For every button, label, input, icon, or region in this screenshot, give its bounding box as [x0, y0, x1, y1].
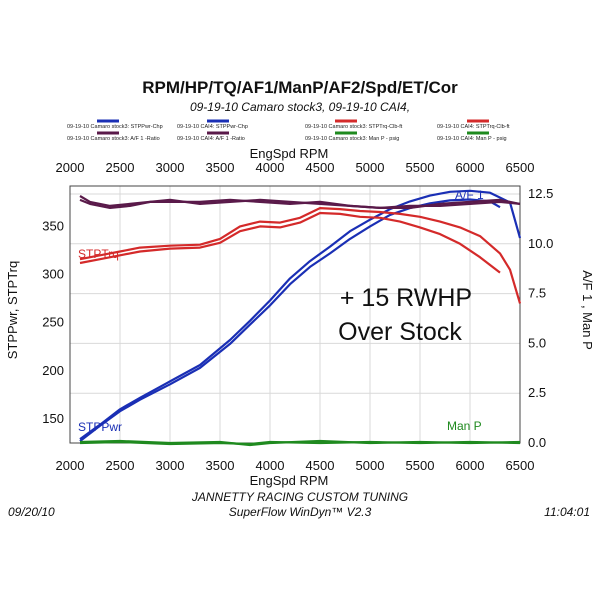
x-tick-label-top: 6000	[456, 160, 485, 175]
x-tick-label-bottom: 6500	[506, 458, 535, 473]
x-tick-label-bottom: 4500	[306, 458, 335, 473]
curve-labels: STPPwr STPTrq A/F 1 Man P	[78, 188, 484, 434]
series-line	[79, 440, 521, 446]
y-tick-label-left: 250	[42, 315, 64, 330]
footer-company: JANNETTY RACING CUSTOM TUNING	[191, 490, 409, 504]
x-tick-label-top: 2500	[106, 160, 135, 175]
x-axis-label-bottom: EngSpd RPM	[250, 473, 329, 488]
x-tick-label-top: 5500	[406, 160, 435, 175]
y-tick-label-left: 300	[42, 267, 64, 282]
legend-item: 09-19-10 CAI4: A/F 1 -Ratio	[177, 136, 245, 142]
curve-label-stppwr: STPPwr	[78, 420, 122, 434]
x-tick-label-top: 3000	[156, 160, 185, 175]
footer-software: SuperFlow WinDyn™ V2.3	[228, 505, 372, 519]
x-tick-label-top: 4500	[306, 160, 335, 175]
annotation-line-1: + 15 RWHP	[340, 284, 472, 312]
y-tick-label-right: 2.5	[528, 385, 546, 400]
x-tick-label-bottom: 2500	[106, 458, 135, 473]
y-tick-label-right: 10.0	[528, 236, 553, 251]
x-tick-label-bottom: 4000	[256, 458, 285, 473]
series-line	[79, 189, 522, 440]
x-tick-label-bottom: 5000	[356, 458, 385, 473]
series-line	[79, 198, 501, 442]
annotation-line-2: Over Stock	[338, 318, 462, 346]
y-tick-label-left: 350	[42, 218, 64, 233]
y-tick-label-right: 7.5	[528, 286, 546, 301]
legend-item: 09-19-10 Camaro stock3: STPPwr-Chp	[67, 124, 163, 130]
legend-item: 09-19-10 CAI4: STPPwr-Chp	[177, 124, 248, 130]
y-tick-label-right: 12.5	[528, 186, 553, 201]
footer-time: 11:04:01	[544, 505, 590, 519]
y-tick-label-right: 0.0	[528, 435, 546, 450]
chart-subtitle: 09-19-10 Camaro stock3, 09-19-10 CAI4,	[189, 100, 411, 114]
chart-title: RPM/HP/TQ/AF1/ManP/AF2/Spd/ET/Cor	[142, 78, 458, 97]
x-tick-label-top: 3500	[206, 160, 235, 175]
axes: 2000 2000 2500 2500 3000 3000 3500 3500 4000 4000…	[42, 160, 553, 473]
x-tick-label-top: 2000	[56, 160, 85, 175]
series-line	[79, 211, 501, 274]
legend-item: 09-19-10 Camaro stock3: Man P - psig	[305, 136, 399, 142]
series-line	[79, 198, 521, 209]
legend-item: 09-19-10 CAI4: Man P - psig	[437, 136, 507, 142]
legend: 09-19-10 Camaro stock3: STPPwr-Chp 09-19-…	[67, 119, 510, 142]
legend-item: 09-19-10 Camaro stock3: A/F 1 -Ratio	[67, 136, 160, 142]
x-tick-label-bottom: 2000	[56, 458, 85, 473]
legend-item: 09-19-10 CAI4: STPTrq-Clb-ft	[437, 124, 510, 130]
y-tick-label-right: 5.0	[528, 335, 546, 350]
legend-item: 09-19-10 Camaro stock3: STPTrq-Clb-ft	[305, 124, 403, 130]
series-line	[79, 195, 521, 209]
x-tick-label-bottom: 3000	[156, 458, 185, 473]
y-axis-label-left: STPPwr, STPTrq	[5, 261, 20, 359]
x-tick-label-top: 4000	[256, 160, 285, 175]
x-tick-label-top: 6500	[506, 160, 535, 175]
x-tick-label-bottom: 3500	[206, 458, 235, 473]
curve-label-af1: A/F 1	[455, 188, 484, 202]
series-lines	[79, 189, 522, 447]
y-tick-label-left: 150	[42, 411, 64, 426]
x-tick-label-top: 5000	[356, 160, 385, 175]
x-axis-label-top: EngSpd RPM	[250, 146, 329, 161]
footer-date: 09/20/10	[8, 505, 55, 519]
series-line	[79, 207, 522, 304]
y-tick-label-left: 200	[42, 363, 64, 378]
x-tick-label-bottom: 5500	[406, 458, 435, 473]
curve-label-manp: Man P	[447, 419, 482, 433]
x-tick-label-bottom: 6000	[456, 458, 485, 473]
curve-label-stptrq: STPTrq	[78, 247, 119, 261]
y-axis-label-right: A/F 1 , Man P	[580, 270, 595, 349]
